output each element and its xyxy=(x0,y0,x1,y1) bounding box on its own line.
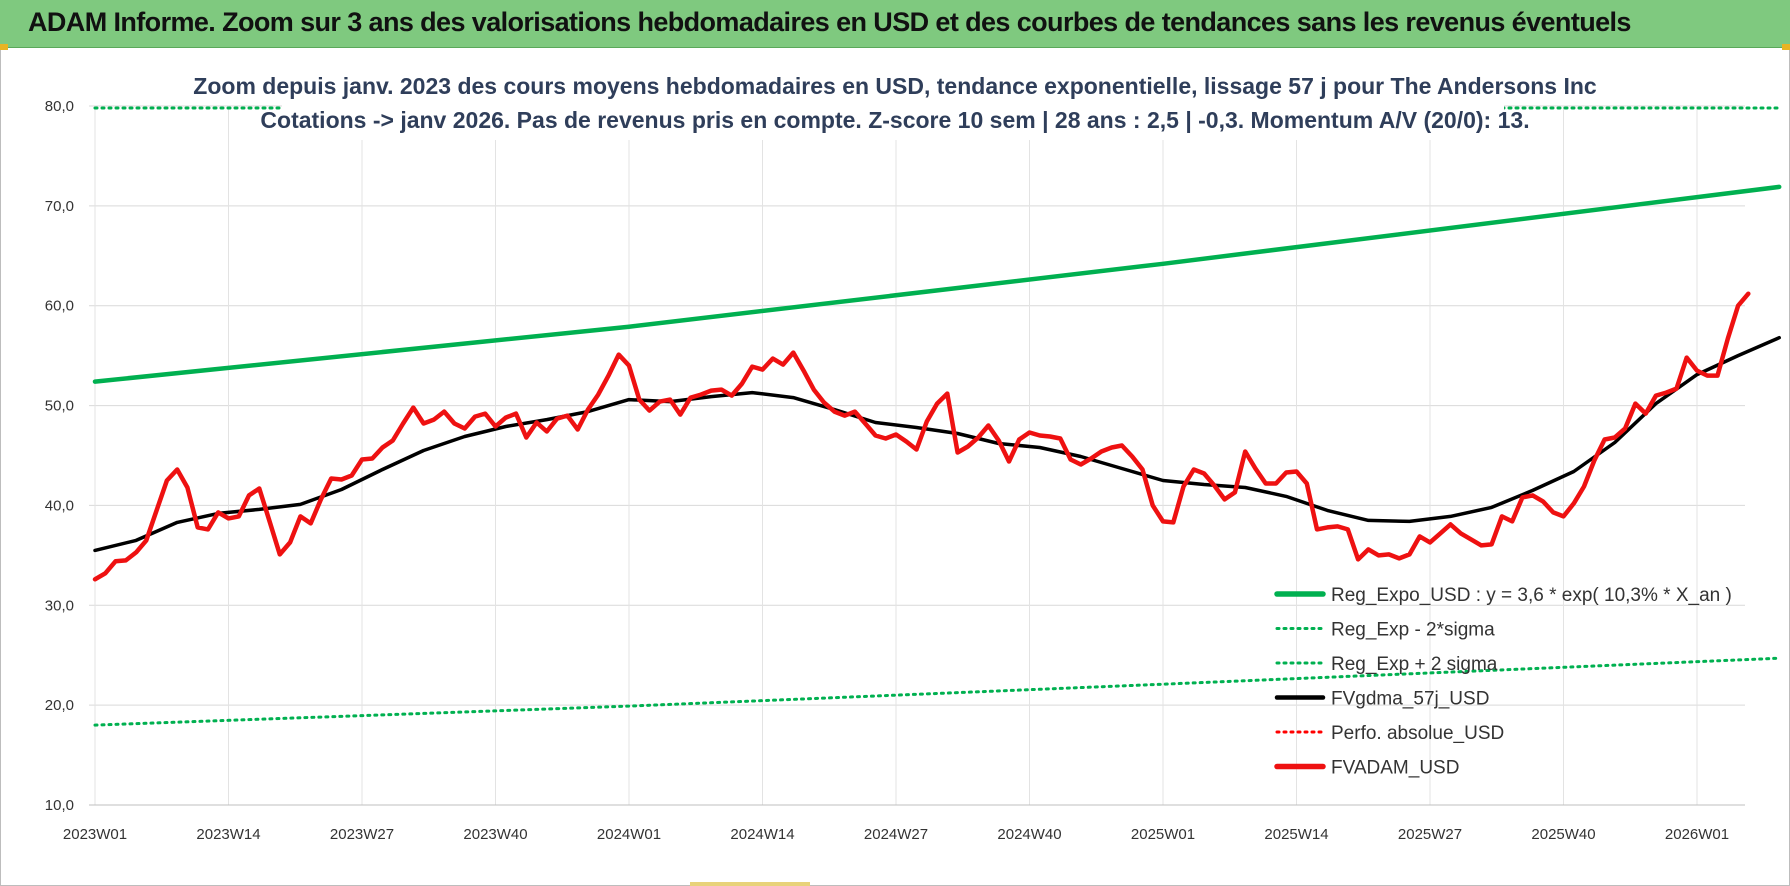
report-title: ADAM Informe. Zoom sur 3 ans des valoris… xyxy=(28,7,1631,37)
x-tick-label: 2023W40 xyxy=(463,826,527,843)
series-lines xyxy=(92,106,1782,727)
y-tick-label: 80,0 xyxy=(45,98,74,115)
x-tick-label: 2024W40 xyxy=(997,826,1061,843)
y-tick-label: 40,0 xyxy=(45,497,74,514)
subtitle-line-2: Cotations -> janv 2026. Pas de revenus p… xyxy=(260,107,1529,133)
y-tick-label: 10,0 xyxy=(45,797,74,814)
x-tick-label: 2025W14 xyxy=(1264,826,1328,843)
x-tick-label: 2024W27 xyxy=(864,826,928,843)
chart-legend: Reg_Expo_USD : y = 3,6 * exp( 10,3% * X_… xyxy=(1274,585,1732,779)
y-tick-label: 60,0 xyxy=(45,298,74,315)
series-line-0 xyxy=(92,184,1782,384)
y-tick-label: 20,0 xyxy=(45,697,74,714)
y-tick-label: 30,0 xyxy=(45,597,74,614)
x-tick-label: 2025W27 xyxy=(1398,826,1462,843)
series-line-3 xyxy=(93,335,1781,553)
x-tick-label: 2025W40 xyxy=(1531,826,1595,843)
bottom-marker xyxy=(690,882,810,886)
x-tick-label: 2023W14 xyxy=(196,826,260,843)
subtitle-line-1: Zoom depuis janv. 2023 des cours moyens … xyxy=(193,73,1597,99)
subtitle-background xyxy=(282,68,1504,140)
legend-label: FVgdma_57j_USD xyxy=(1331,689,1489,710)
x-tick-label: 2026W01 xyxy=(1665,826,1729,843)
x-tick-label: 2024W01 xyxy=(597,826,661,843)
series-line-1 xyxy=(93,656,1781,727)
x-tick-label: 2023W01 xyxy=(63,826,127,843)
legend-label: Reg_Exp - 2*sigma xyxy=(1331,620,1495,641)
legend-label: Perfo. absolue_USD xyxy=(1331,723,1504,744)
y-tick-label: 70,0 xyxy=(45,198,74,215)
gridlines xyxy=(89,105,1745,806)
legend-label: Reg_Expo_USD : y = 3,6 * exp( 10,3% * X_… xyxy=(1331,585,1732,606)
corner-marker-right xyxy=(1782,44,1790,50)
x-tick-label: 2024W14 xyxy=(730,826,794,843)
x-axis-ticks: 2023W01 2023W14 2023W27 2023W40 2024W01 2024W… xyxy=(63,826,1729,843)
report-header: ADAM Informe. Zoom sur 3 ans des valoris… xyxy=(0,0,1790,48)
y-tick-label: 50,0 xyxy=(45,398,74,415)
legend-label: FVADAM_USD xyxy=(1331,758,1459,779)
y-axis-ticks: 10,0 20,0 30,0 40,0 50,0 60,0 70,0 80,0 xyxy=(45,98,74,814)
corner-marker-left xyxy=(0,44,8,50)
legend-label: Reg_Exp + 2 sigma xyxy=(1331,654,1498,675)
chart-subtitle: Zoom depuis janv. 2023 des cours moyens … xyxy=(193,68,1597,140)
x-tick-label: 2023W27 xyxy=(330,826,394,843)
x-tick-label: 2025W01 xyxy=(1131,826,1195,843)
series-line-5 xyxy=(92,291,1751,582)
